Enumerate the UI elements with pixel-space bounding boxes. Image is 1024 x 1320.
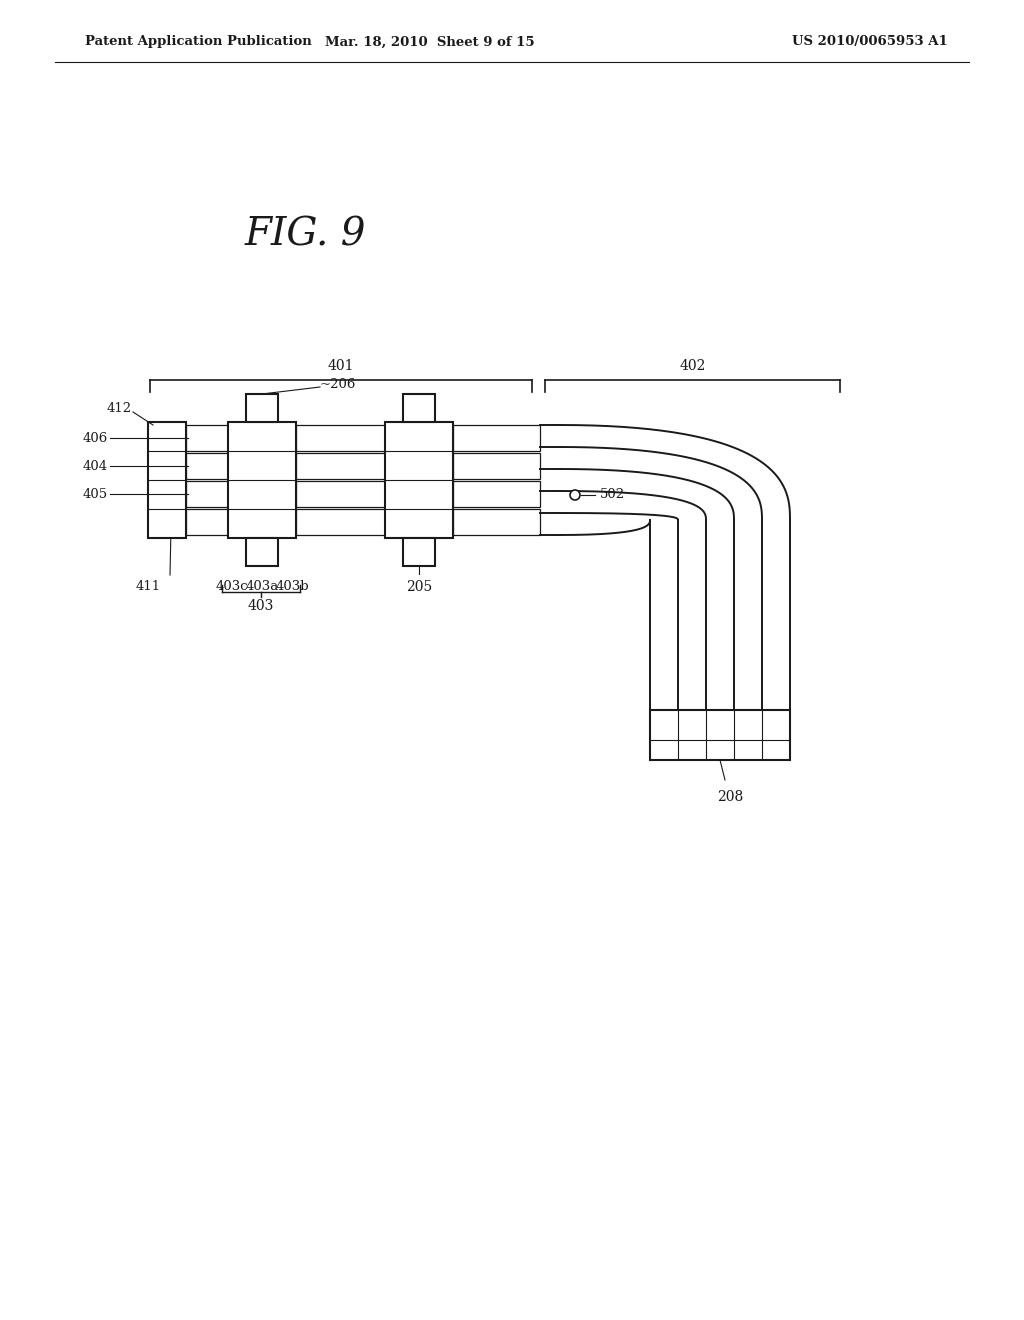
Text: Patent Application Publication: Patent Application Publication: [85, 36, 311, 49]
Bar: [650, 710, 790, 760]
Text: 405: 405: [83, 487, 108, 500]
Text: 208: 208: [717, 789, 743, 804]
Bar: [453, 480, 540, 507]
Bar: [296, 425, 385, 451]
Bar: [296, 510, 385, 535]
Text: 403c: 403c: [216, 579, 248, 593]
Bar: [186, 480, 228, 507]
Bar: [453, 453, 540, 479]
Bar: [246, 393, 278, 422]
Text: 411: 411: [135, 579, 161, 593]
Bar: [296, 480, 385, 507]
Bar: [403, 393, 435, 422]
Bar: [186, 453, 228, 479]
Circle shape: [570, 490, 580, 500]
Text: 401: 401: [328, 359, 354, 374]
Bar: [385, 422, 453, 539]
Text: 404: 404: [83, 459, 108, 473]
Bar: [148, 422, 186, 539]
Text: 412: 412: [106, 401, 132, 414]
Bar: [186, 510, 228, 535]
Text: 406: 406: [83, 432, 108, 445]
Text: 402: 402: [679, 359, 706, 374]
Text: Mar. 18, 2010  Sheet 9 of 15: Mar. 18, 2010 Sheet 9 of 15: [326, 36, 535, 49]
Bar: [453, 425, 540, 451]
Bar: [296, 453, 385, 479]
Text: FIG. 9: FIG. 9: [245, 216, 366, 253]
Text: 403a: 403a: [246, 579, 279, 593]
Text: 205: 205: [406, 579, 432, 594]
Bar: [246, 539, 278, 566]
Text: US 2010/0065953 A1: US 2010/0065953 A1: [793, 36, 948, 49]
Bar: [453, 510, 540, 535]
Text: ~206: ~206: [319, 378, 356, 391]
Bar: [403, 539, 435, 566]
Bar: [228, 422, 296, 539]
Text: 502: 502: [600, 488, 625, 502]
Text: 403: 403: [248, 599, 274, 612]
Bar: [186, 425, 228, 451]
Text: 403b: 403b: [275, 579, 309, 593]
